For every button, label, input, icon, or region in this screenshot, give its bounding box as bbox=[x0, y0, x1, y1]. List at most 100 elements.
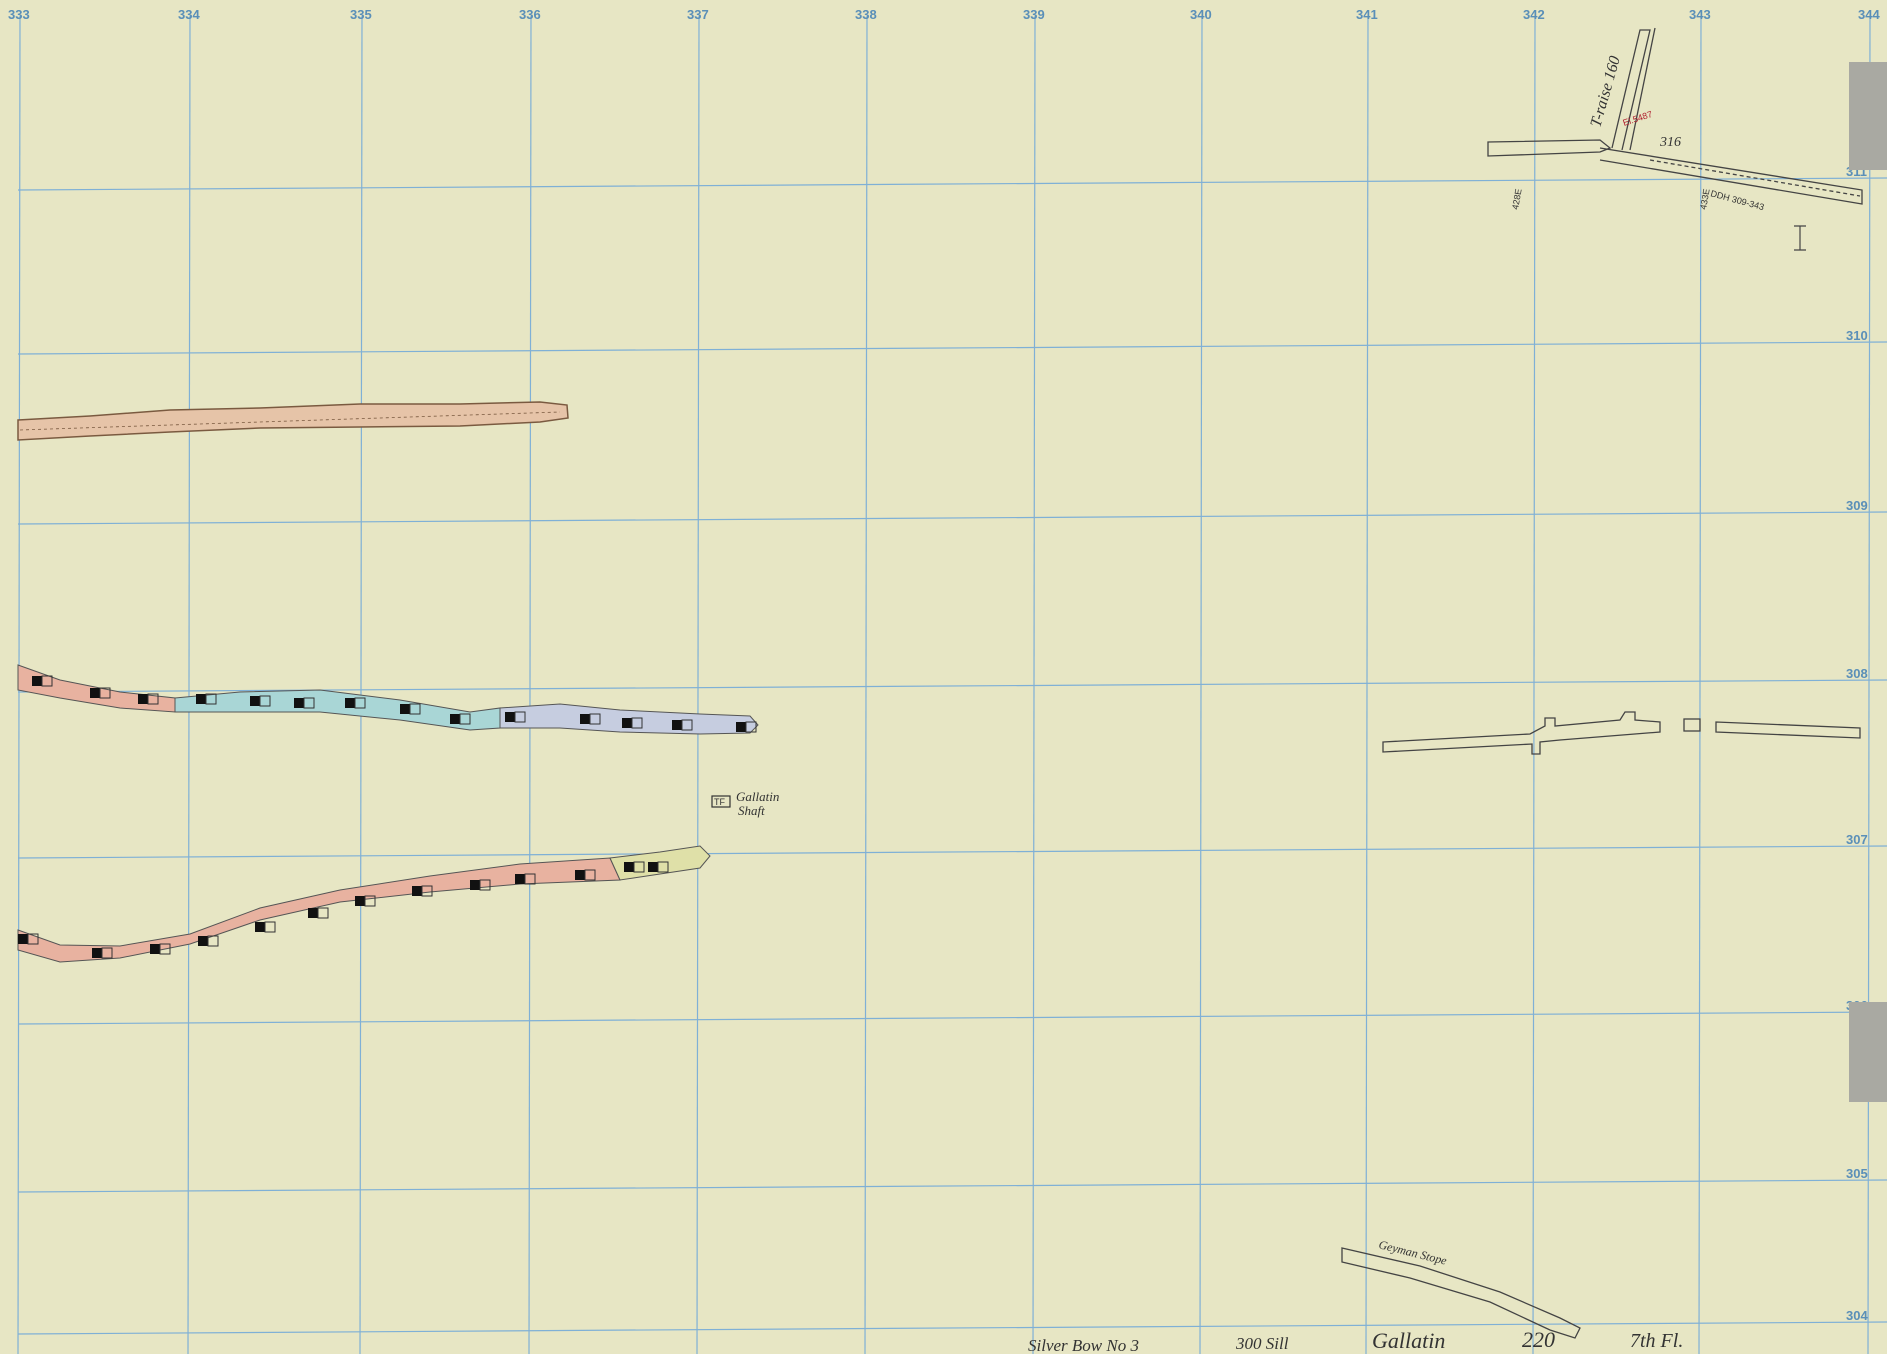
stope-marker-open bbox=[459, 713, 471, 725]
grid-label-x: 342 bbox=[1523, 7, 1545, 22]
grid-line-x bbox=[187, 15, 191, 1354]
grid-lines bbox=[17, 15, 1887, 1354]
grid-line-x bbox=[696, 15, 700, 1354]
svg-text:TF: TF bbox=[714, 797, 725, 807]
grid-label-x: 339 bbox=[1023, 7, 1045, 22]
stope-marker bbox=[250, 696, 260, 706]
stope-marker bbox=[470, 880, 480, 890]
stope-marker-open bbox=[354, 697, 366, 709]
title-sill: 300 Sill bbox=[1235, 1334, 1289, 1353]
grid-label-x: 337 bbox=[687, 7, 709, 22]
stope-marker-open bbox=[101, 947, 113, 959]
stope-marker bbox=[308, 908, 318, 918]
stope-marker-open bbox=[147, 693, 159, 705]
stope-marker-open bbox=[264, 921, 276, 933]
stope-marker bbox=[150, 944, 160, 954]
title-level: 220 bbox=[1522, 1327, 1555, 1352]
grid-label-x: 333 bbox=[8, 7, 30, 22]
grid-label-x: 344 bbox=[1858, 7, 1880, 22]
grid-line-y bbox=[17, 1321, 1887, 1335]
grid-line-x bbox=[1698, 15, 1702, 1354]
stope-marker-open bbox=[317, 907, 329, 919]
stope-marker-open bbox=[631, 717, 643, 729]
stope-marker bbox=[198, 936, 208, 946]
stope-marker bbox=[624, 862, 634, 872]
stope-marker bbox=[672, 720, 682, 730]
stope-marker bbox=[32, 676, 42, 686]
grid-x-labels: 333 334 335 336 337 338 339 340 341 342 343 344 bbox=[8, 7, 1880, 22]
stope-marker bbox=[648, 862, 658, 872]
grid-label-y: 305 bbox=[1846, 1166, 1868, 1181]
workings-top-right bbox=[1487, 27, 1863, 205]
grid-label-y: 308 bbox=[1846, 666, 1868, 681]
stope-marker-open bbox=[364, 895, 376, 907]
grid-label-x: 336 bbox=[519, 7, 541, 22]
grid-label-y: 307 bbox=[1846, 832, 1868, 847]
grid-line-x bbox=[1867, 15, 1871, 1354]
stope-marker-open bbox=[207, 935, 219, 947]
stope-marker bbox=[575, 870, 585, 880]
stope-marker bbox=[345, 698, 355, 708]
stope-markers-lower bbox=[18, 861, 669, 959]
stope-marker-open bbox=[27, 933, 39, 945]
grid-line-y bbox=[17, 1179, 1887, 1193]
grid-label-x: 341 bbox=[1356, 7, 1378, 22]
stope-marker-open bbox=[303, 697, 315, 709]
stope-marker-open bbox=[524, 873, 536, 885]
geyman-stope bbox=[1341, 1247, 1581, 1339]
grid-line-x bbox=[528, 15, 532, 1354]
stope-marker bbox=[196, 694, 206, 704]
stope-marker bbox=[138, 694, 148, 704]
stope-marker bbox=[736, 722, 746, 732]
grid-label-y: 310 bbox=[1846, 328, 1868, 343]
stope-marker-open bbox=[409, 703, 421, 715]
stope-marker bbox=[255, 922, 265, 932]
grid-label-x: 343 bbox=[1689, 7, 1711, 22]
stope-marker bbox=[294, 698, 304, 708]
stope-marker-open bbox=[159, 943, 171, 955]
gallatin-shaft-label-2: Shaft bbox=[738, 803, 765, 818]
stope-marker bbox=[90, 688, 100, 698]
stope-marker bbox=[622, 718, 632, 728]
grid-label-x: 334 bbox=[178, 7, 200, 22]
grid-line-y bbox=[17, 845, 1887, 859]
stope-marker-open bbox=[205, 693, 217, 705]
grid-line-x bbox=[359, 15, 363, 1354]
marker-428e: 428E bbox=[1510, 188, 1524, 210]
stope-marker bbox=[515, 874, 525, 884]
ddh-marker bbox=[1794, 225, 1806, 251]
stope-marker-open bbox=[745, 721, 757, 733]
title-mine: Silver Bow No 3 bbox=[1028, 1336, 1139, 1354]
drift-right-middle bbox=[1382, 711, 1861, 755]
title-block: Silver Bow No 3 300 Sill Gallatin 220 7t… bbox=[1028, 1327, 1683, 1354]
stope-marker-open bbox=[589, 713, 601, 725]
grid-line-y bbox=[17, 341, 1887, 355]
grid-label-x: 338 bbox=[855, 7, 877, 22]
stope-marker-open bbox=[479, 879, 491, 891]
grid-line-y bbox=[17, 511, 1887, 525]
stope-marker bbox=[400, 704, 410, 714]
title-floor: 7th Fl. bbox=[1630, 1330, 1683, 1352]
stope-marker bbox=[412, 886, 422, 896]
binder-tab-upper bbox=[1849, 62, 1887, 170]
stope-marker-open bbox=[99, 687, 111, 699]
title-vein: Gallatin bbox=[1372, 1328, 1445, 1353]
stope-marker-open bbox=[259, 695, 271, 707]
grid-line-x bbox=[1532, 15, 1536, 1354]
grid-line-x bbox=[864, 15, 868, 1354]
stope-marker-open bbox=[584, 869, 596, 881]
grid-line-x bbox=[1365, 15, 1369, 1354]
gallatin-shaft: TF Gallatin Shaft bbox=[711, 789, 779, 818]
stope-markers-middle bbox=[32, 675, 757, 733]
stope-marker-open bbox=[633, 861, 645, 873]
marker-433e: 433E bbox=[1698, 188, 1712, 210]
grid-label-y: 309 bbox=[1846, 498, 1868, 513]
drift-upper-left bbox=[17, 401, 569, 441]
stope-marker-open bbox=[681, 719, 693, 731]
stope-marker bbox=[580, 714, 590, 724]
binder-tab-lower bbox=[1849, 1002, 1887, 1102]
grid-label-x: 340 bbox=[1190, 7, 1212, 22]
stope-marker-open bbox=[41, 675, 53, 687]
